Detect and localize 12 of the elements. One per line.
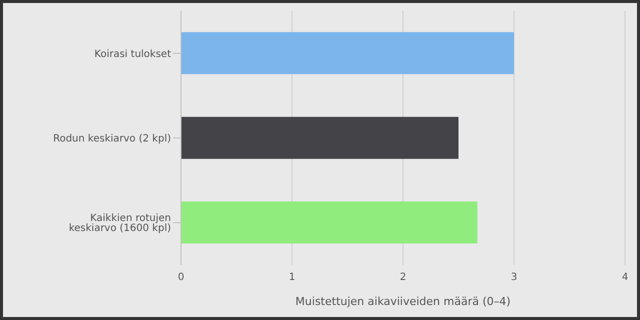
x-tick-label: 0 [178,272,184,284]
x-tick-label: 2 [400,272,406,284]
bar [181,202,478,244]
bar [181,32,514,74]
y-tick-label: Koirasi tulokset [94,48,172,60]
y-tick-label: Kaikkien rotujen keskiarvo (1600 kpl) [68,213,172,234]
x-tick-label: 1 [288,272,296,284]
bar [181,116,458,159]
x-tick-label: 3 [510,272,518,284]
x-axis-title: Muistettujen aikaviiveiden määrä (0–4) [295,295,511,308]
x-tick-label: 4 [622,272,628,284]
y-tick-label: Rodun keskiarvo (2 kpl) [53,134,172,145]
